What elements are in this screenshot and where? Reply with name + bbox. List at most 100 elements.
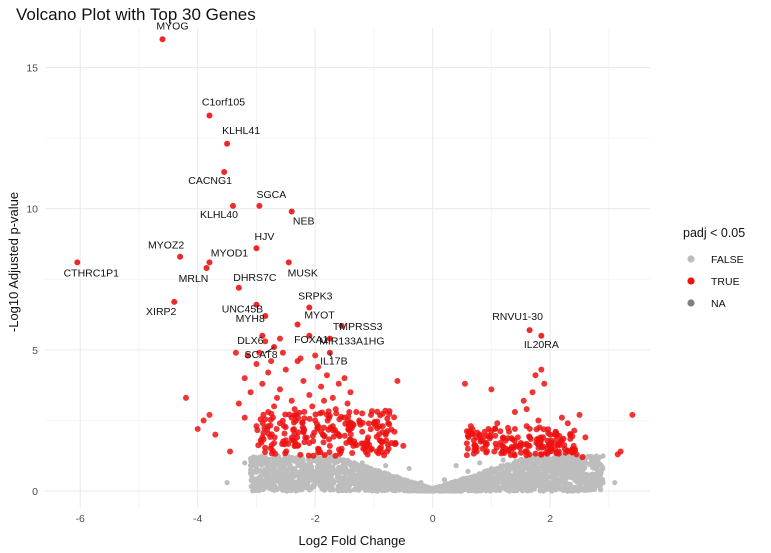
nonsignificant-point bbox=[360, 471, 366, 477]
significant-point bbox=[326, 449, 333, 456]
nonsignificant-point bbox=[287, 480, 293, 486]
nonsignificant-point bbox=[539, 473, 545, 479]
nonsignificant-point bbox=[292, 471, 298, 477]
significant-point bbox=[271, 403, 278, 410]
significant-point bbox=[259, 380, 266, 387]
nonsignificant-point bbox=[248, 467, 254, 473]
nonsignificant-point bbox=[612, 479, 618, 486]
nonsignificant-point bbox=[320, 461, 326, 467]
nonsignificant-point bbox=[261, 485, 267, 491]
significant-point bbox=[505, 424, 511, 431]
nonsignificant-point bbox=[421, 487, 427, 493]
nonsignificant-point bbox=[354, 466, 360, 472]
nonsignificant-point bbox=[559, 468, 565, 474]
nonsignificant-point bbox=[483, 468, 489, 474]
nonsignificant-point bbox=[273, 486, 279, 492]
nonsignificant-point bbox=[530, 482, 537, 488]
nonsignificant-point bbox=[560, 487, 566, 493]
gene-label: RNVU1-30 bbox=[492, 311, 543, 323]
significant-point bbox=[374, 418, 381, 425]
nonsignificant-point bbox=[600, 479, 606, 486]
significant-point bbox=[323, 372, 330, 379]
nonsignificant-point bbox=[534, 465, 540, 471]
nonsignificant-point bbox=[336, 471, 342, 477]
nonsignificant-point bbox=[476, 486, 483, 492]
nonsignificant-point bbox=[303, 476, 309, 482]
significant-point bbox=[561, 442, 568, 448]
significant-point bbox=[464, 445, 471, 452]
labeled-gene-point bbox=[177, 253, 184, 260]
significant-point bbox=[317, 410, 323, 417]
nonsignificant-point bbox=[571, 488, 577, 494]
nonsignificant-point bbox=[283, 488, 289, 494]
nonsignificant-point bbox=[339, 488, 345, 494]
nonsignificant-point bbox=[337, 481, 343, 487]
gene-label: CTHRC1P1 bbox=[64, 267, 120, 279]
nonsignificant-point bbox=[577, 482, 583, 488]
significant-point bbox=[553, 450, 560, 457]
significant-point bbox=[526, 434, 533, 441]
nonsignificant-point bbox=[585, 453, 592, 459]
significant-point bbox=[377, 437, 384, 444]
nonsignificant-point bbox=[521, 457, 527, 463]
y-tick-label: 0 bbox=[32, 486, 38, 498]
gene-label: SCAT8 bbox=[245, 349, 278, 361]
nonsignificant-point bbox=[513, 486, 519, 492]
nonsignificant-point bbox=[528, 457, 534, 463]
nonsignificant-point bbox=[371, 471, 377, 477]
significant-point bbox=[247, 389, 254, 396]
nonsignificant-point bbox=[332, 468, 338, 474]
significant-point bbox=[305, 452, 312, 459]
labeled-gene-point bbox=[159, 36, 166, 43]
nonsignificant-point bbox=[524, 487, 530, 493]
nonsignificant-point bbox=[251, 483, 257, 490]
significant-point bbox=[297, 355, 304, 362]
significant-point bbox=[262, 449, 269, 455]
significant-point bbox=[317, 449, 324, 456]
labeled-gene-point bbox=[326, 335, 333, 342]
significant-point bbox=[332, 452, 339, 459]
gene-label: XIRP2 bbox=[146, 306, 177, 318]
y-tick-label: 10 bbox=[26, 204, 38, 216]
nonsignificant-point bbox=[287, 463, 293, 469]
significant-point bbox=[306, 415, 313, 422]
significant-point bbox=[365, 420, 372, 427]
significant-point bbox=[576, 411, 583, 418]
significant-point bbox=[373, 433, 380, 440]
significant-point bbox=[343, 440, 350, 446]
nonsignificant-point bbox=[342, 471, 348, 477]
significant-point bbox=[497, 428, 504, 435]
nonsignificant-point bbox=[591, 486, 598, 492]
gene-label: UNC45B bbox=[222, 304, 263, 316]
nonsignificant-point bbox=[301, 471, 307, 477]
significant-point bbox=[310, 452, 317, 459]
labeled-gene-point bbox=[253, 301, 260, 308]
nonsignificant-point bbox=[436, 484, 442, 490]
nonsignificant-point bbox=[323, 461, 329, 467]
significant-point bbox=[279, 417, 286, 424]
x-tick-label: -4 bbox=[193, 513, 202, 525]
nonsignificant-point bbox=[296, 457, 302, 463]
significant-point bbox=[301, 439, 308, 446]
significant-point bbox=[391, 414, 398, 421]
nonsignificant-point bbox=[329, 472, 335, 478]
nonsignificant-point bbox=[263, 472, 269, 478]
nonsignificant-point bbox=[535, 460, 541, 466]
significant-point bbox=[268, 358, 275, 365]
nonsignificant-point bbox=[488, 484, 494, 490]
significant-point bbox=[244, 352, 251, 359]
significant-point bbox=[492, 432, 499, 439]
nonsignificant-point bbox=[547, 474, 553, 480]
significant-point bbox=[257, 437, 264, 444]
nonsignificant-point bbox=[498, 463, 504, 469]
significant-point bbox=[267, 434, 274, 440]
nonsignificant-point bbox=[441, 477, 448, 483]
labeled-gene-point bbox=[262, 313, 269, 319]
significant-point bbox=[367, 426, 374, 433]
nonsignificant-point bbox=[524, 482, 530, 488]
nonsignificant-point bbox=[446, 486, 452, 492]
nonsignificant-point bbox=[471, 485, 477, 491]
significant-point bbox=[532, 450, 539, 457]
nonsignificant-point bbox=[262, 453, 268, 459]
